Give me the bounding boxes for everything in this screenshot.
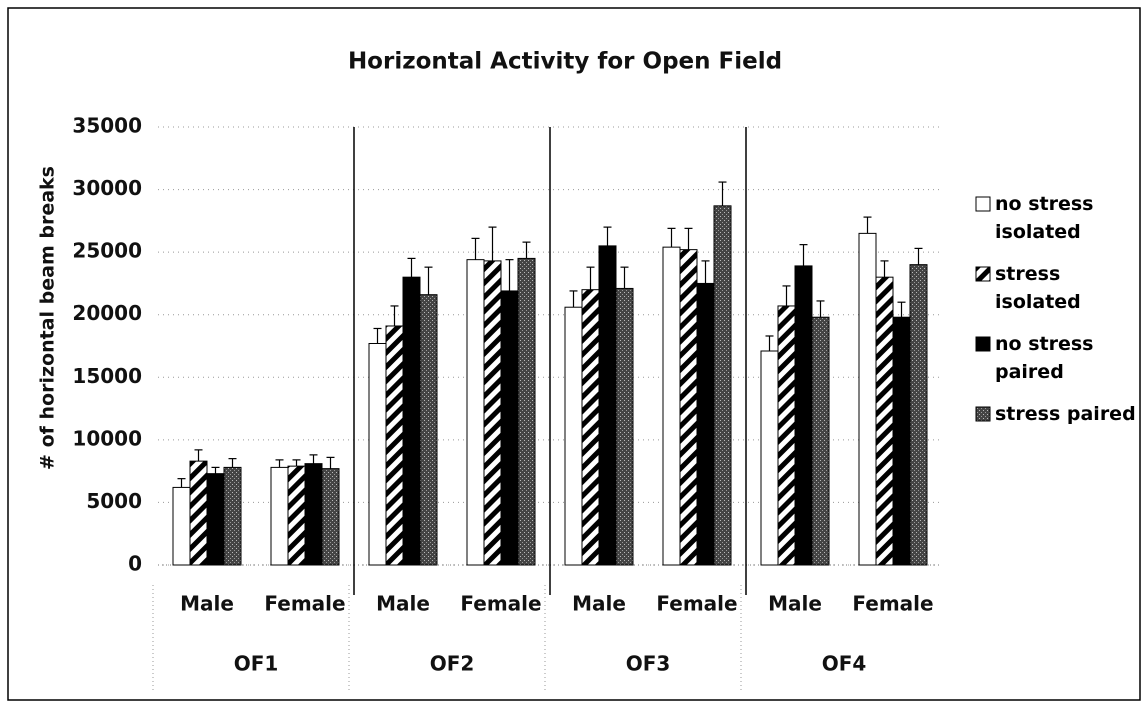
bar (598, 245, 617, 566)
bar (517, 257, 536, 566)
y-tick-label: 15000 (72, 364, 142, 388)
bar (794, 265, 813, 566)
frame (7, 7, 1141, 701)
bar (466, 259, 485, 566)
legend: no stress isolated stress isolated no stre… (975, 190, 1140, 442)
x-tick-label: Female (460, 592, 541, 616)
bar (892, 316, 911, 566)
y-axis-label: # of horizontal beam breaks (37, 166, 59, 470)
bar (402, 276, 421, 566)
y-tick-label: 10000 (72, 426, 142, 450)
y-tick-label: 35000 (72, 114, 142, 138)
bar (679, 249, 698, 566)
legend-label: no stress paired (995, 333, 1094, 383)
legend-label: stress paired (995, 403, 1136, 425)
y-tick-label: 5000 (86, 489, 142, 513)
bar (909, 264, 928, 566)
group-label: OF3 (626, 652, 671, 676)
bar (223, 466, 242, 566)
bar (696, 282, 715, 566)
y-tick-label: 0 (128, 552, 142, 576)
legend-swatch (975, 266, 991, 282)
bar (287, 465, 306, 566)
bar (760, 350, 779, 566)
legend-swatch-box (975, 196, 991, 212)
legend-entry: stress isolated (975, 260, 1140, 316)
bar (321, 468, 340, 566)
legend-label: stress isolated (995, 263, 1081, 313)
y-tick-label: 20000 (72, 301, 142, 325)
x-tick-label: Male (572, 592, 626, 616)
legend-swatch (975, 336, 991, 352)
legend-swatch (975, 406, 991, 422)
bar (304, 463, 323, 566)
legend-swatch-box (975, 336, 991, 352)
bar (662, 246, 681, 566)
bar (615, 287, 634, 566)
bar (385, 325, 404, 566)
x-tick-label: Female (656, 592, 737, 616)
x-tick-label: Male (768, 592, 822, 616)
bar (581, 289, 600, 566)
legend-swatch (975, 196, 991, 212)
bar (368, 342, 387, 566)
y-tick-label: 25000 (72, 239, 142, 263)
bar (713, 205, 732, 566)
bar (564, 306, 583, 566)
y-tick-label: 30000 (72, 176, 142, 200)
bar (270, 466, 289, 566)
group-label: OF4 (822, 652, 867, 676)
bar (500, 290, 519, 566)
legend-label: no stress isolated (995, 193, 1094, 243)
bar (811, 316, 830, 566)
group-label: OF2 (430, 652, 475, 676)
bar (483, 260, 502, 566)
bar (206, 473, 225, 566)
x-tick-label: Male (376, 592, 430, 616)
bar (419, 294, 438, 566)
group-label: OF1 (234, 652, 279, 676)
bar (189, 460, 208, 566)
bar (777, 305, 796, 566)
x-tick-label: Female (852, 592, 933, 616)
chart-title: Horizontal Activity for Open Field (348, 49, 782, 75)
x-tick-label: Male (180, 592, 234, 616)
legend-swatch-box (975, 406, 991, 422)
bar (172, 486, 191, 566)
legend-entry: no stress paired (975, 330, 1140, 386)
bar (875, 276, 894, 566)
legend-entry: stress paired (975, 400, 1140, 428)
x-tick-label: Female (264, 592, 345, 616)
legend-swatch-box (975, 266, 991, 282)
legend-entry: no stress isolated (975, 190, 1140, 246)
bar (858, 232, 877, 566)
